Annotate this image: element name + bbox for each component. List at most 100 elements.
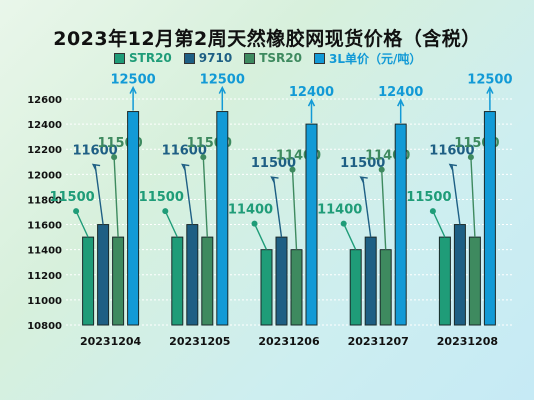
bar-tsr20 (201, 236, 214, 326)
x-tick-label: 20231205 (169, 335, 230, 348)
annotation-line (272, 177, 283, 238)
annotation-dot (162, 208, 169, 215)
legend-label: 3L单价（元/吨） (328, 51, 422, 66)
annotation-dot (378, 166, 385, 173)
bar-3l (394, 123, 407, 326)
legend-item: 9710 (183, 49, 233, 67)
annotation-arrow (181, 163, 190, 171)
legend-item: 3L单价（元/吨） (313, 49, 422, 67)
annotation-line (183, 164, 193, 225)
annotation-line (202, 157, 208, 238)
bar-9710 (275, 236, 288, 326)
y-tick-label: 11800 (27, 195, 62, 206)
chart-legend: STR20 9710 TSR20 3L单价（元/吨） (114, 49, 514, 67)
x-tick-label: 20231207 (348, 335, 409, 348)
legend-label: STR20 (129, 51, 172, 65)
bar-str20 (171, 236, 184, 326)
legend-swatch (183, 52, 195, 64)
data-label: 11600 (429, 144, 474, 159)
bar-str20 (349, 249, 362, 326)
bar-3l (127, 111, 140, 326)
bar-3l (483, 111, 496, 326)
bar-3l (216, 111, 229, 326)
y-tick-label: 12400 (27, 120, 62, 131)
data-label: 11500 (251, 156, 296, 171)
annotation-line (253, 223, 268, 250)
bar-tsr20 (468, 236, 481, 326)
legend-item: STR20 (114, 49, 172, 67)
annotation-line (470, 157, 476, 238)
annotation-arrow (218, 85, 226, 94)
annotation-dot (200, 154, 207, 161)
bar-str20 (82, 236, 95, 326)
data-label: 11500 (49, 190, 94, 205)
y-tick-label: 12600 (27, 95, 62, 106)
annotation-arrow (359, 176, 368, 184)
annotation-arrow (448, 163, 457, 171)
annotation-dot (340, 220, 347, 227)
annotation-line (75, 210, 89, 238)
data-label: 11600 (72, 144, 117, 159)
bar-9710 (364, 236, 377, 326)
annotation-line (381, 169, 387, 250)
y-tick-label: 11600 (27, 221, 62, 232)
y-tick-label: 11400 (27, 246, 62, 257)
data-label: 12500 (200, 73, 245, 88)
legend-label: 9710 (198, 51, 233, 65)
chart-title: 2023年12月第2周天然橡胶网现货价格（含税） (53, 28, 481, 50)
annotation-arrow (270, 176, 279, 184)
annotation-dot (111, 154, 118, 161)
legend-swatch (114, 52, 125, 64)
bar-tsr20 (290, 249, 303, 326)
annotation-arrow (91, 163, 101, 171)
y-tick-label: 11000 (27, 296, 62, 307)
annotation-line (362, 177, 372, 238)
annotation-dot (73, 208, 80, 215)
bar-tsr20 (112, 236, 125, 326)
annotation-arrow (397, 98, 405, 107)
annotation-line (432, 210, 446, 238)
bar-9710 (97, 224, 110, 326)
annotation-arrow (486, 85, 494, 94)
bar-9710 (453, 224, 466, 326)
bar-str20 (260, 249, 273, 326)
bar-str20 (438, 236, 451, 326)
data-label: 12400 (378, 85, 423, 100)
y-tick-label: 12200 (27, 145, 62, 156)
annotation-dot (289, 166, 296, 173)
data-label: 12500 (467, 73, 512, 88)
annotation-arrow (129, 85, 137, 94)
data-label: 11400 (228, 203, 273, 218)
bar-9710 (186, 224, 199, 326)
legend-swatch (313, 52, 325, 64)
legend-item: TSR20 (244, 49, 302, 67)
annotation-dot (251, 220, 258, 227)
data-label: 12400 (289, 85, 334, 100)
data-label: 11500 (340, 156, 385, 171)
data-label: 11500 (139, 190, 184, 205)
data-label: 11400 (317, 203, 362, 218)
legend-swatch (244, 52, 256, 64)
annotation-dot (429, 208, 436, 215)
annotation-line (164, 210, 178, 238)
data-label: 11600 (162, 144, 207, 159)
annotation-line (291, 169, 298, 250)
annotation-arrow (307, 98, 316, 107)
x-tick-label: 20231204 (80, 335, 142, 348)
annotation-line (343, 223, 357, 250)
y-tick-label: 10800 (27, 321, 62, 332)
data-label: 11500 (406, 190, 451, 205)
x-tick-label: 20231208 (437, 335, 498, 348)
y-tick-label: 12000 (27, 170, 62, 181)
legend-label: TSR20 (259, 51, 302, 65)
data-label: 12500 (110, 73, 155, 88)
annotation-line (113, 157, 119, 238)
bar-tsr20 (379, 249, 392, 326)
annotation-line (94, 164, 104, 225)
y-tick-label: 11200 (27, 271, 62, 282)
x-tick-label: 20231206 (258, 335, 320, 348)
bar-3l (305, 123, 318, 326)
annotation-line (451, 164, 461, 225)
